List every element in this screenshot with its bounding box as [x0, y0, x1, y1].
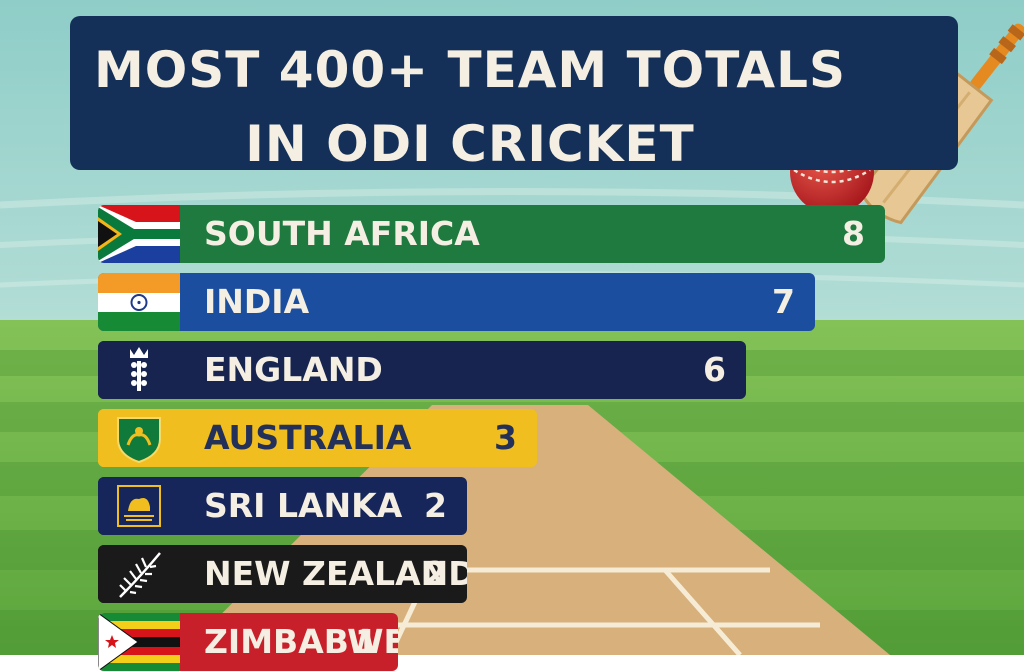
title-banner: MOST 400+ TEAM TOTALS IN ODI CRICKET [70, 16, 958, 173]
bar-sri-lanka: SRI LANKA 2 [98, 477, 467, 535]
bar-zimbabwe: ZIMBABWE 1 [98, 613, 398, 671]
bar-value-label: 2 [424, 554, 447, 593]
bar-chart: SOUTH AFRICA 8 INDIA 7 ENGLAND 6 AUSTRALIA 3… [98, 205, 885, 671]
bar-england: ENGLAND 6 [98, 341, 746, 399]
bar-label: INDIA [204, 282, 310, 321]
bar-value-label: 2 [424, 486, 447, 525]
england-crest-icon [98, 341, 180, 399]
bar-value-label: 1 [355, 622, 378, 661]
title-line-2: IN ODI CRICKET [245, 115, 695, 173]
bar-australia: AUSTRALIA 3 [98, 409, 537, 467]
bar-label: SOUTH AFRICA [204, 214, 480, 253]
zimbabwe-flag-icon [98, 613, 180, 671]
bar-value-label: 6 [703, 350, 726, 389]
india-flag-icon [98, 273, 180, 331]
sri-lanka-logo-icon [98, 477, 180, 535]
australia-logo-icon [98, 409, 180, 467]
bar-value-label: 3 [494, 418, 517, 457]
bar-value-label: 8 [842, 214, 865, 253]
bar-label: ENGLAND [204, 350, 383, 389]
bar-value-label: 7 [772, 282, 795, 321]
bar-label: NEW ZEALAND [204, 554, 467, 593]
south-africa-flag-icon [98, 205, 180, 263]
bar-new-zealand: NEW ZEALAND 2 [98, 545, 467, 603]
bar-label: AUSTRALIA [204, 418, 412, 457]
bar-label: SRI LANKA [204, 486, 403, 525]
bar-india: INDIA 7 [98, 273, 815, 331]
new-zealand-fern-icon [98, 545, 180, 603]
title-line-1: MOST 400+ TEAM TOTALS [94, 41, 846, 99]
bar-south-africa: SOUTH AFRICA 8 [98, 205, 885, 263]
